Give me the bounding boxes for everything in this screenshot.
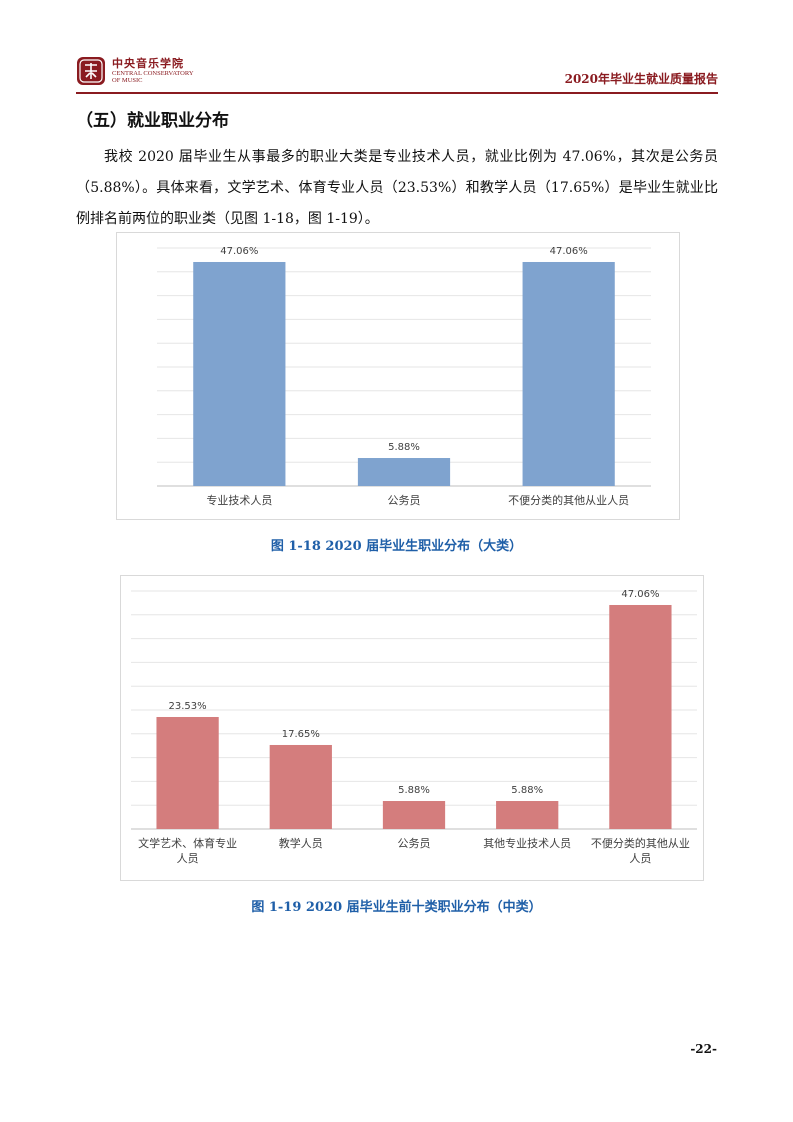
header-divider [76,92,718,94]
logo-english-line1: CENTRAL CONSERVATORY [112,70,194,78]
category-label: 文学艺术、体育专业人员 [138,836,237,865]
chart-occupation-minor: 23.53% 文学艺术、体育专业人员 17.65% 教学人员 5.88% 公务员 5.88%… [120,575,704,881]
bar [382,801,446,829]
data-label: 5.88% [388,442,420,453]
bar [496,801,559,829]
figure-caption-1-19: 图 1-19 2020 届毕业生前十类职业分布（中类） [251,900,542,915]
data-label: 47.06% [220,246,258,257]
section-title: （五）就业职业分布 [76,111,229,131]
body-paragraph: 我校 2020 届毕业生从事最多的职业大类是专业技术人员，就业比例为 47.06… [76,142,718,235]
logo-chinese-name: 中央音乐学院 [112,57,184,70]
data-label: 23.53% [169,701,207,712]
chart-1-svg: 47.06% 专业技术人员 5.88% 公务员 47.06% 不便分类的其他从业人员 [157,246,651,507]
data-label: 5.88% [511,785,543,796]
bar [269,744,332,829]
data-label: 17.65% [282,729,320,740]
data-label: 47.06% [550,246,588,257]
page-header: 中央音乐学院 CENTRAL CONSERVATORY OF MUSIC 202… [76,50,718,92]
logo-text: 中央音乐学院 CENTRAL CONSERVATORY OF MUSIC [112,57,194,85]
category-label: 教学人员 [279,836,323,850]
bar [193,261,286,486]
chart-2-svg: 23.53% 文学艺术、体育专业人员 17.65% 教学人员 5.88% 公务员 5.88%… [131,589,697,865]
bar [156,716,219,829]
category-label: 专业技术人员 [206,493,272,507]
report-title: 2020年毕业生就业质量报告 [564,72,718,86]
logo-english-line2: OF MUSIC [112,77,143,85]
category-label: 其他专业技术人员 [483,836,571,850]
page-number: -22- [690,1042,717,1056]
category-label: 不便分类的其他从业人员 [591,836,690,865]
paragraph-text: 我校 2020 届毕业生从事最多的职业大类是专业技术人员，就业比例为 47.06… [76,149,718,227]
bar [357,458,451,486]
category-label: 公务员 [398,837,431,850]
figure-caption-1-18: 图 1-18 2020 届毕业生职业分布（大类） [270,539,523,554]
chart-occupation-major: 47.06% 专业技术人员 5.88% 公务员 47.06% 不便分类的其他从业人员 [116,232,680,520]
data-label: 47.06% [621,589,659,600]
data-label: 5.88% [398,785,430,796]
conservatory-logo-icon [77,57,105,85]
bar [609,604,672,829]
bar [522,261,615,486]
category-label: 公务员 [388,494,421,507]
category-label: 不便分类的其他从业人员 [508,493,629,507]
